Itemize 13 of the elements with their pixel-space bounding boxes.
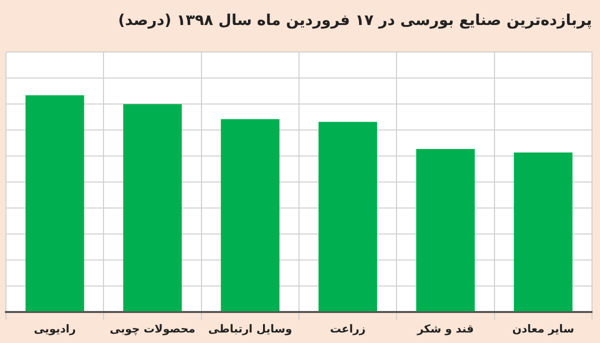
x-tick-label: وسایل ارتباطی xyxy=(208,322,292,336)
x-tick-label: رادیویی xyxy=(34,322,76,336)
x-tick-label: سایر معادن xyxy=(512,322,574,336)
bar xyxy=(26,95,84,312)
bar xyxy=(514,152,572,312)
chart-title: پربازده‌ترین صنایع بورسی در ۱۷ فروردین ماه سال ۱۳۹۸ (درصد) xyxy=(118,10,592,29)
x-tick-label: قند و شکر xyxy=(416,322,474,336)
bar xyxy=(220,119,280,312)
bar xyxy=(123,104,182,312)
bar xyxy=(416,148,475,312)
x-tick-label: محصولات چوبی xyxy=(110,322,196,336)
bar xyxy=(318,122,378,312)
x-tick-label: زراعت xyxy=(330,322,366,336)
